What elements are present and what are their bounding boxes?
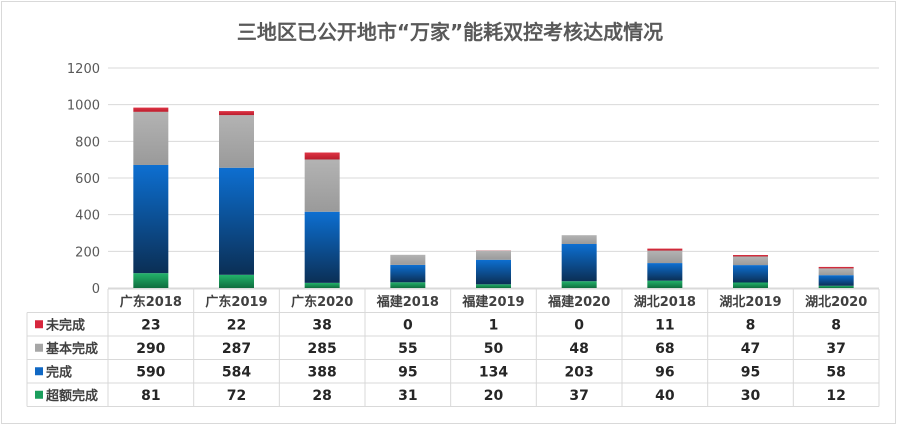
data-label: 1	[489, 318, 499, 334]
bar-segment-基本完成-福建2018	[390, 254, 426, 265]
legend-label: 完成	[46, 365, 72, 381]
data-label: 40	[655, 388, 675, 404]
bar-segment-完成-广东2020	[304, 211, 340, 283]
category-label: 广东2019	[205, 294, 267, 310]
category-label: 湖北2020	[805, 295, 867, 310]
legend-key-完成	[35, 367, 43, 376]
bar-segment-未完成-广东2018	[133, 107, 169, 112]
legend-key-未完成	[35, 320, 43, 329]
bar-segment-未完成-湖北2018	[647, 248, 683, 251]
data-label: 50	[484, 341, 504, 357]
bar-segment-超额完成-福建2019	[476, 284, 511, 288]
data-label: 8	[746, 318, 756, 334]
category-label: 湖北2018	[634, 295, 696, 310]
data-table: 广东2018 广东2019 广东2020 福建2018 福建2019 福建2020 湖北20…	[26, 288, 880, 407]
bar-segment-基本完成-福建2020	[561, 235, 597, 244]
bars	[133, 107, 854, 288]
y-tick-label: 200	[75, 245, 100, 260]
legend-label: 未完成	[45, 318, 85, 334]
bar-segment-未完成-广东2019	[219, 111, 254, 116]
data-label: 8	[831, 318, 841, 334]
data-label: 22	[227, 318, 246, 334]
category-label: 福建2020	[547, 294, 610, 310]
legend-label: 超额完成	[46, 388, 98, 404]
data-label: 388	[308, 365, 337, 381]
legend-label: 基本完成	[45, 341, 98, 357]
bar-segment-完成-广东2018	[133, 164, 169, 274]
bar-segment-基本完成-湖北2019	[733, 256, 768, 266]
data-label: 95	[741, 365, 760, 381]
bar-segment-完成-福建2018	[390, 264, 426, 283]
data-label: 37	[826, 341, 845, 357]
data-label: 68	[655, 341, 674, 357]
bar-segment-超额完成-广东2018	[133, 273, 169, 288]
bar-segment-完成-湖北2020	[818, 275, 854, 286]
bar-segment-基本完成-广东2019	[219, 115, 254, 168]
bar-segment-基本完成-福建2019	[476, 250, 511, 260]
data-label: 23	[141, 318, 160, 334]
bar-segment-基本完成-广东2020	[304, 159, 340, 212]
y-tick-label: 600	[75, 172, 100, 187]
category-label: 湖北2019	[719, 295, 781, 310]
bar-segment-未完成-湖北2019	[733, 255, 768, 257]
data-label: 38	[312, 318, 331, 334]
bar-segment-完成-福建2020	[561, 244, 597, 282]
data-label: 96	[655, 365, 674, 381]
data-label: 48	[569, 341, 588, 357]
data-label: 20	[484, 388, 504, 404]
bar-segment-完成-湖北2018	[647, 263, 683, 281]
data-label: 0	[574, 318, 584, 334]
data-label: 134	[479, 365, 508, 381]
data-label: 58	[826, 365, 845, 381]
bar-segment-基本完成-湖北2020	[818, 268, 854, 276]
data-label: 203	[565, 365, 594, 381]
legend-key-基本完成	[35, 343, 43, 352]
category-label: 福建2019	[461, 294, 524, 310]
bar-segment-超额完成-福建2020	[561, 281, 597, 288]
bar-segment-超额完成-广东2020	[304, 282, 340, 288]
data-label: 0	[403, 318, 413, 334]
bar-segment-超额完成-湖北2019	[733, 282, 768, 288]
bar-segment-超额完成-湖北2018	[647, 280, 683, 288]
bar-segment-基本完成-湖北2018	[647, 250, 683, 264]
data-label: 55	[398, 341, 417, 357]
data-label: 11	[655, 318, 674, 334]
data-label: 285	[308, 341, 337, 357]
data-label: 584	[222, 365, 251, 381]
y-tick-label: 1200	[67, 62, 100, 77]
data-label: 30	[741, 388, 761, 404]
y-tick-label: 800	[75, 135, 100, 150]
data-label: 590	[136, 365, 165, 381]
y-tick-label: 400	[75, 209, 100, 224]
bar-segment-未完成-湖北2020	[818, 266, 854, 269]
legend-key-超额完成	[35, 390, 43, 399]
data-label: 81	[141, 388, 160, 404]
data-label: 12	[826, 388, 845, 404]
data-label: 290	[136, 341, 165, 357]
bar-segment-超额完成-湖北2020	[818, 285, 854, 288]
y-axis: 0 200 400 600 800 1000 1200	[67, 62, 100, 297]
bar-segment-未完成-广东2020	[304, 152, 340, 160]
data-label: 72	[227, 388, 246, 404]
bar-segment-基本完成-广东2018	[133, 111, 169, 165]
y-tick-label: 0	[92, 282, 100, 297]
category-label: 广东2018	[120, 294, 182, 310]
bar-segment-完成-福建2019	[476, 259, 511, 285]
chart-title: 三地区已公开地市“万家”能耗双控考核达成情况	[237, 20, 663, 44]
category-label: 福建2018	[376, 294, 439, 310]
bar-segment-完成-广东2019	[219, 167, 254, 275]
bar-segment-完成-湖北2019	[733, 265, 768, 283]
data-label: 47	[741, 341, 760, 357]
y-tick-label: 1000	[67, 99, 100, 114]
data-label: 287	[222, 341, 251, 357]
data-label: 37	[569, 388, 588, 404]
data-label: 95	[398, 365, 417, 381]
data-label: 28	[312, 388, 331, 404]
bar-segment-超额完成-广东2019	[219, 274, 254, 288]
category-label: 广东2020	[291, 294, 353, 310]
bar-segment-超额完成-福建2018	[390, 282, 426, 288]
data-label: 31	[398, 388, 417, 404]
